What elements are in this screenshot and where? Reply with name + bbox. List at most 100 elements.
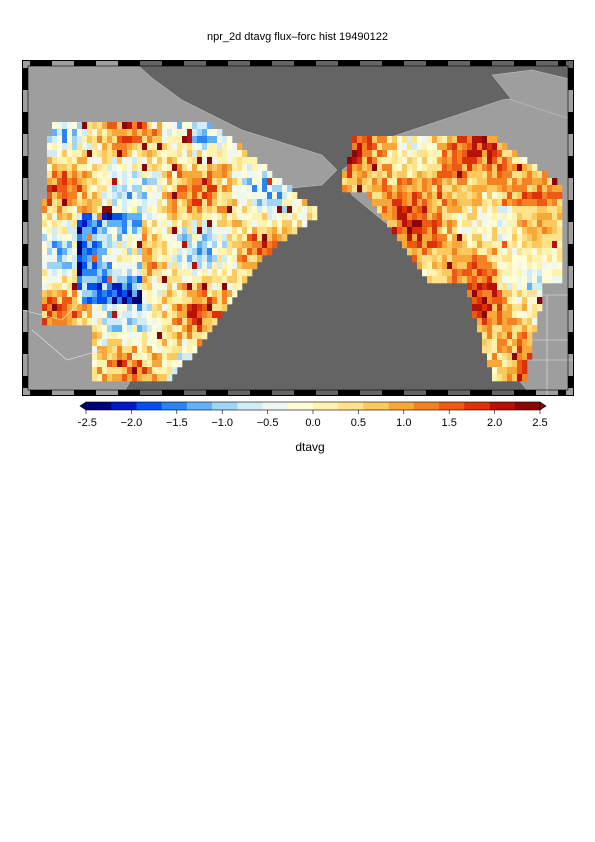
grid-cell [92,129,98,137]
grid-cell [122,171,128,179]
grid-cell [247,255,253,263]
grid-cell [432,206,438,214]
grid-cell [407,157,413,165]
grid-cell [262,199,268,207]
grid-cell [517,360,523,368]
grid-cell [132,150,138,158]
grid-cell [472,150,478,158]
grid-cell [117,332,123,340]
grid-cell [142,199,148,207]
grid-cell [192,199,198,207]
grid-cell [447,206,453,214]
grid-cell [437,262,443,270]
grid-cell [52,213,58,221]
grid-cell [377,136,383,144]
grid-cell [67,164,73,172]
grid-cell [237,199,243,207]
grid-cell [147,304,153,312]
grid-cell [62,199,68,207]
grid-cell [122,339,128,347]
grid-cell [152,150,158,158]
colorbar-tick-label: −0.5 [257,417,279,429]
grid-cell [137,171,143,179]
grid-cell [107,304,113,312]
grid-cell [182,276,188,284]
grid-cell [352,157,358,165]
frame-segment [250,60,272,66]
grid-cell [527,199,533,207]
grid-cell [542,213,548,221]
grid-cell [122,192,128,200]
grid-cell [387,178,393,186]
grid-cell [112,304,118,312]
grid-cell [132,374,138,382]
grid-cell [147,234,153,242]
grid-cell [422,227,428,235]
grid-cell [467,248,473,256]
grid-cell [192,157,198,165]
grid-cell [497,192,503,200]
grid-cell [137,241,143,249]
grid-cell [442,262,448,270]
grid-cell [227,143,233,151]
grid-cell [207,206,213,214]
grid-cell [47,171,53,179]
grid-cell [192,220,198,228]
grid-cell [247,213,253,221]
grid-cell [497,374,503,382]
grid-cell [152,185,158,193]
grid-cell [177,255,183,263]
grid-cell [92,276,98,284]
grid-cell [497,255,503,263]
grid-cell [447,276,453,284]
grid-cell [262,220,268,228]
grid-cell [147,276,153,284]
grid-cell [312,213,318,221]
grid-cell [367,157,373,165]
grid-cell [382,185,388,193]
grid-cell [67,311,73,319]
grid-cell [157,367,163,375]
grid-cell [72,276,78,284]
grid-cell [52,192,58,200]
grid-cell [512,339,518,347]
grid-cell [72,318,78,326]
frame-segment [382,60,404,66]
grid-cell [82,276,88,284]
grid-cell [547,262,553,270]
grid-cell [172,122,178,130]
grid-cell [227,234,233,242]
grid-cell [452,171,458,179]
grid-cell [532,255,538,263]
grid-cell [492,353,498,361]
grid-cell [537,185,543,193]
grid-cell [202,262,208,270]
grid-cell [522,157,528,165]
grid-cell [282,213,288,221]
grid-cell [122,143,128,151]
grid-cell [77,283,83,291]
grid-cell [122,248,128,256]
grid-cell [472,227,478,235]
grid-cell [537,178,543,186]
grid-cell [502,311,508,319]
grid-cell [227,136,233,144]
grid-cell [107,360,113,368]
grid-cell [377,206,383,214]
grid-cell [107,178,113,186]
grid-cell [62,262,68,270]
grid-cell [62,297,68,305]
grid-cell [137,206,143,214]
frame-segment [470,60,492,66]
grid-cell [512,346,518,354]
grid-cell [122,374,128,382]
grid-cell [362,143,368,151]
grid-cell [542,178,548,186]
grid-cell [82,318,88,326]
grid-cell [202,143,208,151]
grid-cell [107,262,113,270]
grid-cell [217,171,223,179]
grid-cell [182,129,188,137]
grid-cell [477,171,483,179]
grid-cell [392,178,398,186]
